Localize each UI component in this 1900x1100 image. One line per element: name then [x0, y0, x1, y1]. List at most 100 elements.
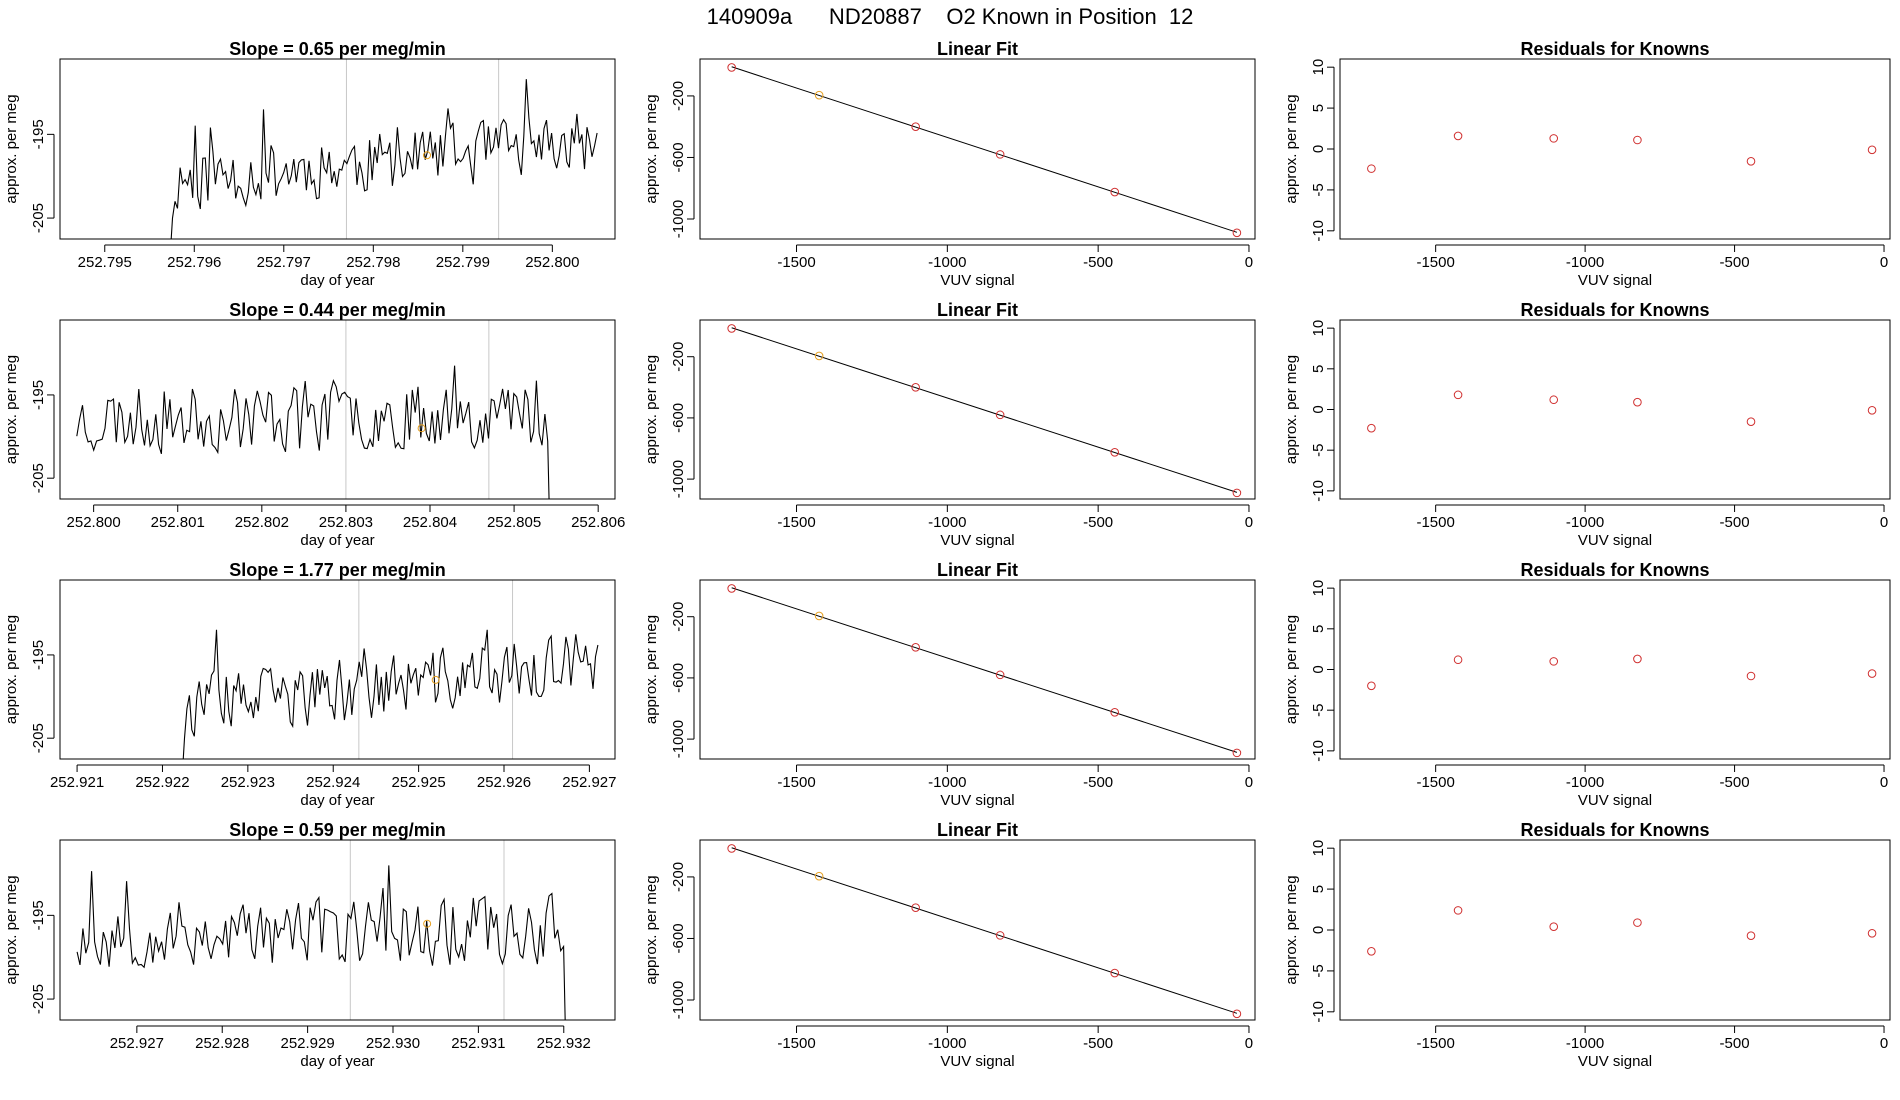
residual-point	[1367, 423, 1376, 433]
x-tick-label: 252.921	[50, 774, 104, 791]
x-axis-label: VUV signal	[940, 792, 1014, 809]
y-axis-label: approx. per meg	[643, 875, 660, 984]
plot-frame	[59, 319, 616, 500]
data-layer	[76, 840, 566, 1020]
x-tick-label: 252.802	[235, 514, 289, 531]
x-tick-label: 252.801	[151, 514, 205, 531]
y-tick-label: 10	[1310, 840, 1327, 857]
panel-title: Linear Fit	[937, 39, 1018, 59]
fit-line	[731, 327, 1238, 493]
x-tick-label: -1500	[1416, 1035, 1454, 1052]
fit-point	[995, 150, 1005, 159]
x-tick-label: 252.932	[537, 1035, 591, 1052]
fit-point	[911, 643, 920, 652]
y-axis-label: approx. per meg	[643, 615, 660, 724]
panel-2-1: Slope = 0.44 per meg/min 252.800 252.801 25…	[3, 300, 625, 549]
x-tick-label: -1500	[1416, 254, 1454, 271]
residual-point	[1867, 406, 1877, 415]
residual-point	[1453, 906, 1463, 915]
data-layer	[1367, 654, 1877, 691]
y-axis-label: approx. per meg	[1283, 355, 1300, 464]
residual-point	[1549, 657, 1559, 666]
y-tick-label: -10	[1310, 220, 1327, 242]
x-tick-label: -1000	[928, 1035, 966, 1052]
x-axis-label: VUV signal	[1578, 272, 1652, 289]
known-marker-point	[431, 675, 440, 684]
panel-title: Residuals for Knowns	[1520, 39, 1709, 59]
residual-point	[1633, 918, 1642, 927]
x-tick-label: -1500	[777, 774, 815, 791]
x-tick-label: 0	[1245, 254, 1253, 271]
panel-1-1: Slope = 0.65 per meg/min 252.795 252.796 25…	[3, 39, 616, 289]
x-tick-label: 252.924	[306, 774, 360, 791]
fit-line	[731, 847, 1238, 1014]
y-tick-label: -205	[30, 203, 47, 233]
panel-3-2: Linear Fit -1500 -1000 -500 0 VUV signal -200 -…	[643, 560, 1256, 809]
x-tick-label: -500	[1720, 254, 1750, 271]
y-axis-label: approx. per meg	[1283, 94, 1300, 203]
x-tick-label: -1500	[1416, 514, 1454, 531]
plot-frame	[59, 579, 616, 760]
panel-title: Linear Fit	[937, 300, 1018, 320]
residual-point	[1633, 135, 1642, 145]
x-tick-label: 252.931	[451, 1035, 505, 1052]
x-tick-label: 0	[1880, 1035, 1888, 1052]
y-tick-label: 0	[1310, 926, 1327, 934]
y-axis-label: approx. per meg	[643, 94, 660, 203]
y-axis-label: approx. per meg	[3, 615, 20, 724]
plot-frame	[1339, 58, 1891, 240]
residual-point	[1453, 131, 1463, 141]
panel-2-2: Linear Fit -1500 -1000 -500 0 VUV signal -200 -…	[643, 300, 1256, 549]
data-trace	[76, 865, 566, 1020]
x-axis-label: day of year	[300, 792, 374, 809]
residual-point	[1746, 156, 1756, 166]
panel-title: Slope = 0.44 per meg/min	[229, 300, 446, 320]
y-tick-label: -1000	[670, 200, 687, 238]
y-tick-label: -600	[670, 663, 687, 693]
residual-point	[1867, 145, 1877, 155]
y-tick-label: -200	[670, 342, 687, 372]
data-trace	[170, 79, 598, 239]
panel-title: Slope = 0.65 per meg/min	[229, 39, 446, 59]
panel-4-2: Linear Fit -1500 -1000 -500 0 VUV signal -200 -…	[643, 820, 1256, 1070]
x-tick-label: 252.800	[525, 254, 579, 271]
residual-point	[1867, 669, 1877, 678]
y-tick-label: 5	[1310, 365, 1327, 373]
fit-point	[1110, 448, 1120, 457]
x-tick-label: 0	[1245, 1035, 1253, 1052]
x-tick-label: 252.929	[280, 1035, 334, 1052]
fit-point	[814, 611, 824, 621]
fit-line	[731, 587, 1238, 753]
panel-title: Slope = 0.59 per meg/min	[229, 820, 446, 840]
data-layer	[1367, 390, 1877, 433]
x-tick-label: -1500	[777, 1035, 815, 1052]
figure-title: 140909a ND20887 O2 Known in Position 12	[706, 4, 1194, 29]
x-tick-label: 252.804	[403, 514, 457, 531]
plot-frame	[699, 319, 1256, 500]
x-tick-label: 252.797	[257, 254, 311, 271]
fit-point	[1232, 1009, 1242, 1019]
x-tick-label: 252.922	[135, 774, 189, 791]
data-layer	[170, 59, 598, 239]
y-tick-label: 5	[1310, 625, 1327, 633]
y-tick-label: 10	[1310, 580, 1327, 597]
x-tick-label: 0	[1880, 254, 1888, 271]
x-tick-label: -1000	[1566, 514, 1604, 531]
plot-frame	[1339, 319, 1891, 500]
y-axis-label: approx. per meg	[1283, 875, 1300, 984]
residual-point	[1549, 922, 1559, 932]
fit-point	[911, 383, 920, 392]
y-tick-label: 0	[1310, 145, 1327, 153]
y-tick-label: 5	[1310, 885, 1327, 893]
y-tick-label: 10	[1310, 59, 1327, 76]
fit-point	[1232, 488, 1242, 498]
x-tick-label: 252.806	[571, 514, 625, 531]
panel-4-3: Residuals for Knowns -1500 -1000 -500 0 VUV s…	[1283, 820, 1891, 1070]
fit-point	[1110, 968, 1120, 978]
x-tick-label: 252.800	[67, 514, 121, 531]
x-tick-label: 252.795	[78, 254, 132, 271]
panel-3-3: Residuals for Knowns -1500 -1000 -500 0 VUV s…	[1283, 560, 1891, 809]
x-tick-label: 252.923	[221, 774, 275, 791]
data-layer	[182, 580, 599, 759]
x-axis-label: day of year	[300, 1053, 374, 1070]
